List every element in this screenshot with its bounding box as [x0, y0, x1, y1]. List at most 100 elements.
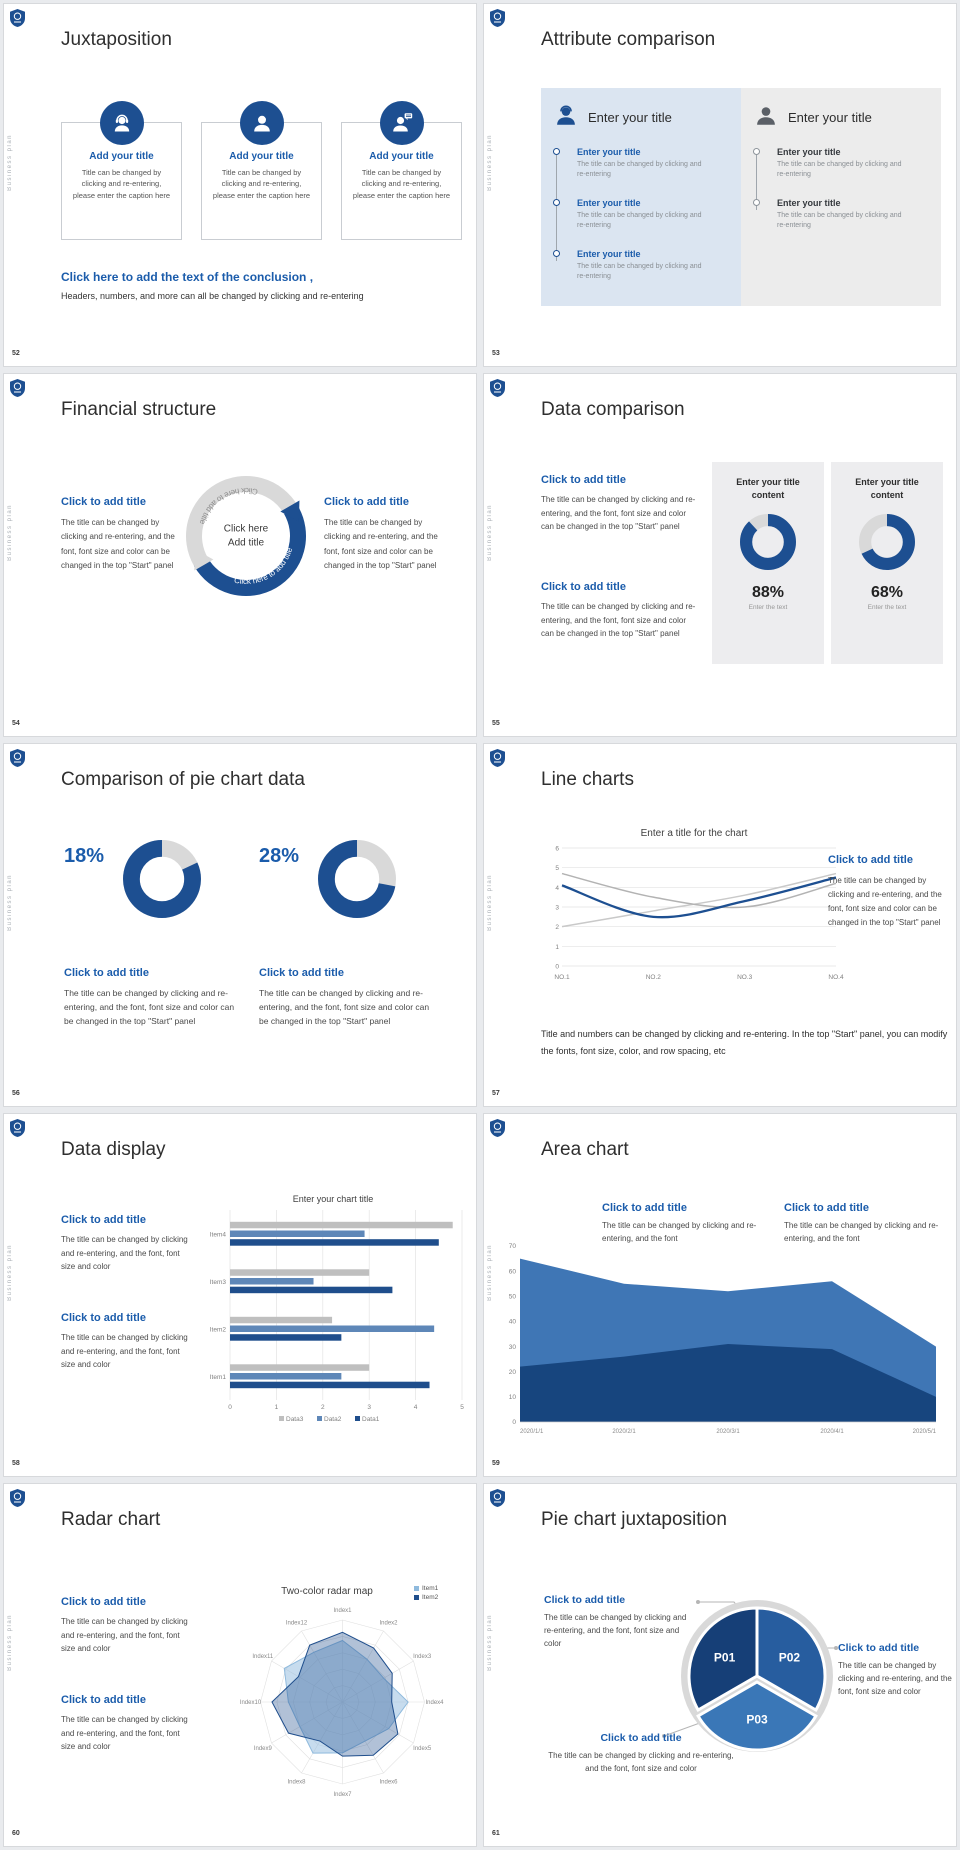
legend-item: Item2	[414, 1594, 438, 1601]
block-body: The title can be changed by clicking and…	[602, 1221, 757, 1243]
svg-text:NO.3: NO.3	[737, 974, 753, 981]
slide-61-pie-juxtaposition[interactable]: Business plan Pie chart juxtaposition Cl…	[483, 1483, 957, 1847]
svg-text:Data2: Data2	[324, 1416, 342, 1423]
slide-57-line-charts[interactable]: Business plan Line charts Enter a title …	[483, 743, 957, 1107]
svg-text:4: 4	[555, 885, 559, 892]
svg-text:Index4: Index4	[425, 1700, 444, 1706]
svg-text:NO.2: NO.2	[646, 974, 662, 981]
donut-group: 18% Click to add title The title can be …	[64, 839, 242, 1028]
svg-text:Index7: Index7	[333, 1792, 352, 1798]
svg-text:P03: P03	[746, 1712, 768, 1726]
block-body: The title can be changed by clicking and…	[61, 1715, 188, 1752]
timeline-item-body: The title can be changed by clicking and…	[577, 161, 702, 179]
block-body: The title can be changed by clicking and…	[324, 518, 438, 571]
text-block: Click to add title The title can be chan…	[61, 1694, 195, 1754]
card-header: Enter your title content	[736, 477, 800, 500]
slide-55-data-comparison[interactable]: Business plan Data comparison Click to a…	[483, 373, 957, 737]
block-heading: Click to add title	[61, 496, 146, 508]
page-number: 52	[12, 350, 20, 357]
panel-title: Enter your title	[788, 110, 872, 125]
timeline-line	[756, 155, 757, 210]
percentage-label: 28%	[259, 845, 300, 867]
conclusion-body: Headers, numbers, and more can all be ch…	[61, 291, 364, 301]
block-heading: Click to add title	[61, 1312, 146, 1324]
svg-text:P01: P01	[714, 1650, 736, 1664]
percentage-value: 88%	[751, 584, 785, 602]
text-block: Click to add title The title can be chan…	[838, 1642, 952, 1698]
brand-shield-logo-icon	[490, 9, 505, 27]
footer-note: Title and numbers can be changed by clic…	[541, 1029, 948, 1057]
pie-chart: P01 P02 P03	[681, 1600, 833, 1752]
svg-text:Item3: Item3	[210, 1279, 227, 1286]
slide-58-data-display[interactable]: Business plan Data display Click to add …	[3, 1113, 477, 1477]
slide-title: Juxtaposition	[61, 29, 172, 50]
block-heading: Click to add title	[61, 1694, 146, 1706]
block-heading: Click to add title	[602, 1202, 687, 1214]
slide-60-radar-chart[interactable]: Business plan Radar chart Click to add t…	[3, 1483, 477, 1847]
page-number: 56	[12, 1090, 20, 1097]
slide-title: Financial structure	[61, 399, 217, 420]
vertical-sidebar-label: Business plan	[487, 874, 493, 931]
block-heading: Click to add title	[61, 1596, 146, 1608]
block-body: The title can be changed by clicking and…	[61, 518, 175, 571]
person-icon	[239, 101, 284, 145]
svg-text:2020/4/1: 2020/4/1	[820, 1429, 844, 1435]
svg-text:Index11: Index11	[252, 1654, 274, 1660]
text-block: Click to add title The title can be chan…	[541, 474, 699, 534]
slide-52-juxtaposition[interactable]: Business plan Juxtaposition Add your tit…	[3, 3, 477, 367]
donut-chart-18	[122, 839, 202, 919]
timeline: Enter your title The title can be change…	[753, 147, 929, 235]
svg-text:Item4: Item4	[210, 1231, 227, 1238]
brand-shield-logo-icon	[490, 1119, 505, 1137]
stat-card: Enter your title content 68% Enter the t…	[831, 462, 943, 664]
right-text-block: Click to add title The title can be chan…	[324, 496, 448, 574]
timeline-node-icon	[553, 148, 560, 155]
chart-legend: Item1 Item2	[414, 1585, 438, 1603]
right-comparison-panel: Enter your title Enter your title The ti…	[741, 88, 941, 306]
svg-text:2: 2	[321, 1404, 325, 1411]
svg-text:Index1: Index1	[333, 1608, 352, 1614]
svg-text:2020/2/1: 2020/2/1	[612, 1429, 636, 1435]
slide-56-pie-comparison[interactable]: Business plan Comparison of pie chart da…	[3, 743, 477, 1107]
left-text-block: Click to add title The title can be chan…	[61, 496, 181, 574]
timeline-item-title: Enter your title	[777, 198, 841, 208]
timeline-item: Enter your title The title can be change…	[753, 198, 929, 235]
donut-group: 28% Click to add title The title can be …	[259, 839, 437, 1028]
svg-text:Index8: Index8	[287, 1780, 306, 1786]
timeline-item-body: The title can be changed by clicking and…	[777, 161, 902, 179]
slide-54-financial-structure[interactable]: Business plan Financial structure Click …	[3, 373, 477, 737]
vertical-sidebar-label: Business plan	[487, 504, 493, 561]
svg-text:6: 6	[555, 846, 559, 853]
slide-title: Area chart	[541, 1139, 629, 1160]
block-body: The title can be changed by clicking and…	[541, 495, 696, 532]
svg-text:Index2: Index2	[379, 1620, 398, 1626]
timeline-item: Enter your title The title can be change…	[753, 147, 929, 184]
slide-title: Radar chart	[61, 1509, 161, 1530]
block-body: The title can be changed by clicking and…	[541, 602, 696, 639]
timeline-item-body: The title can be changed by clicking and…	[577, 263, 702, 281]
person-chat-icon	[379, 101, 424, 145]
brand-shield-logo-icon	[10, 1119, 25, 1137]
text-block: Click to add title The title can be chan…	[61, 1214, 193, 1274]
svg-text:2: 2	[555, 924, 559, 931]
block-body: The title can be changed by clicking and…	[548, 1751, 734, 1773]
svg-text:20: 20	[509, 1369, 517, 1376]
slide-title: Attribute comparison	[541, 29, 716, 50]
timeline: Enter your title The title can be change…	[553, 147, 729, 286]
slide-53-attribute-comparison[interactable]: Business plan Attribute comparison Enter…	[483, 3, 957, 367]
slide-59-area-chart[interactable]: Business plan Area chart Click to add ti…	[483, 1113, 957, 1477]
block-heading: Click to add title	[600, 1732, 682, 1744]
text-block: Click to add title The title can be chan…	[544, 1594, 696, 1650]
svg-text:P02: P02	[779, 1650, 801, 1664]
brand-shield-logo-icon	[10, 379, 25, 397]
slide-title: Comparison of pie chart data	[61, 769, 305, 790]
text-block: Click to add title The title can be chan…	[61, 1312, 193, 1372]
brand-shield-logo-icon	[10, 1489, 25, 1507]
svg-text:2020/3/1: 2020/3/1	[716, 1429, 740, 1435]
side-text-block: Click to add title The title can be chan…	[828, 854, 946, 930]
panel-title: Enter your title	[588, 110, 672, 125]
legend-swatch-item1	[414, 1586, 419, 1591]
card-title: Add your title	[229, 151, 294, 162]
svg-text:NO.1: NO.1	[554, 974, 570, 981]
card-subtext: Enter the text	[748, 604, 788, 612]
